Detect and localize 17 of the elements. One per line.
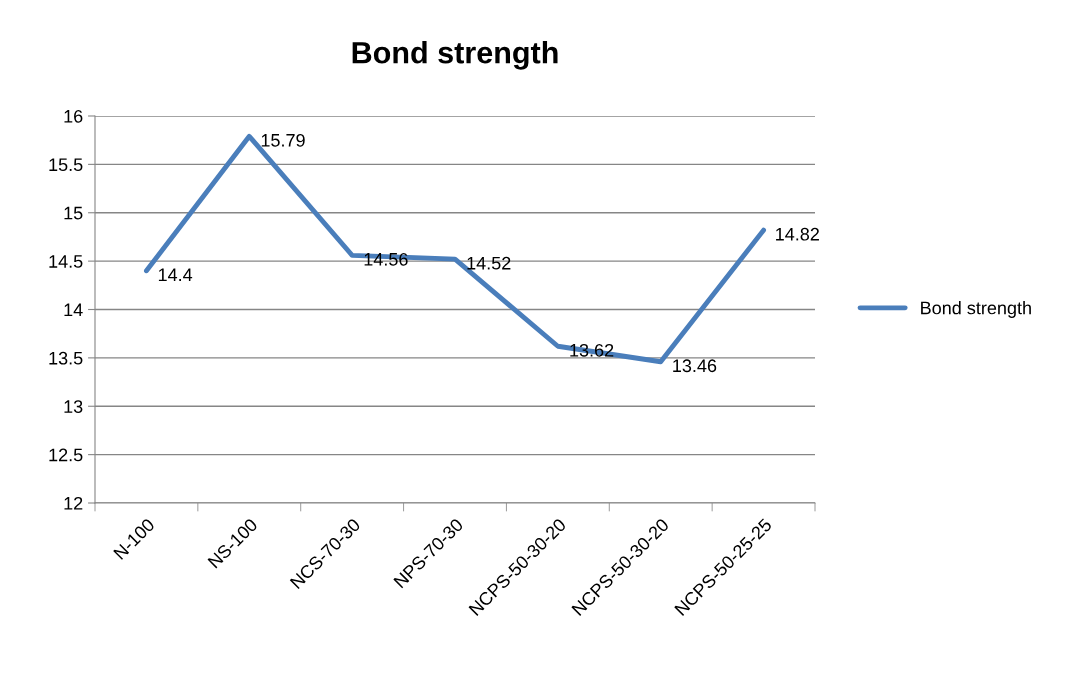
y-tick-label: 14 bbox=[64, 303, 83, 317]
y-tick-label: 12 bbox=[64, 496, 83, 510]
data-label: 13.46 bbox=[673, 359, 717, 373]
data-label: 14.4 bbox=[158, 268, 193, 282]
data-label: 14.82 bbox=[776, 227, 819, 241]
y-tick-label: 12.5 bbox=[49, 448, 83, 462]
y-tick-label: 14.5 bbox=[49, 255, 83, 268]
y-tick-label: 13 bbox=[64, 400, 83, 413]
y-tick-label: 15.5 bbox=[49, 158, 83, 172]
y-tick-label: 16 bbox=[64, 109, 83, 123]
data-label: 14.52 bbox=[467, 256, 511, 270]
y-tick-label: 15 bbox=[64, 206, 83, 220]
legend-label: Bond strength bbox=[921, 301, 1031, 318]
y-tick-label: 13.5 bbox=[49, 351, 83, 365]
chart-title: Bond strength bbox=[352, 41, 558, 70]
data-label: 15.79 bbox=[261, 133, 305, 147]
data-label: 14.56 bbox=[364, 252, 408, 266]
